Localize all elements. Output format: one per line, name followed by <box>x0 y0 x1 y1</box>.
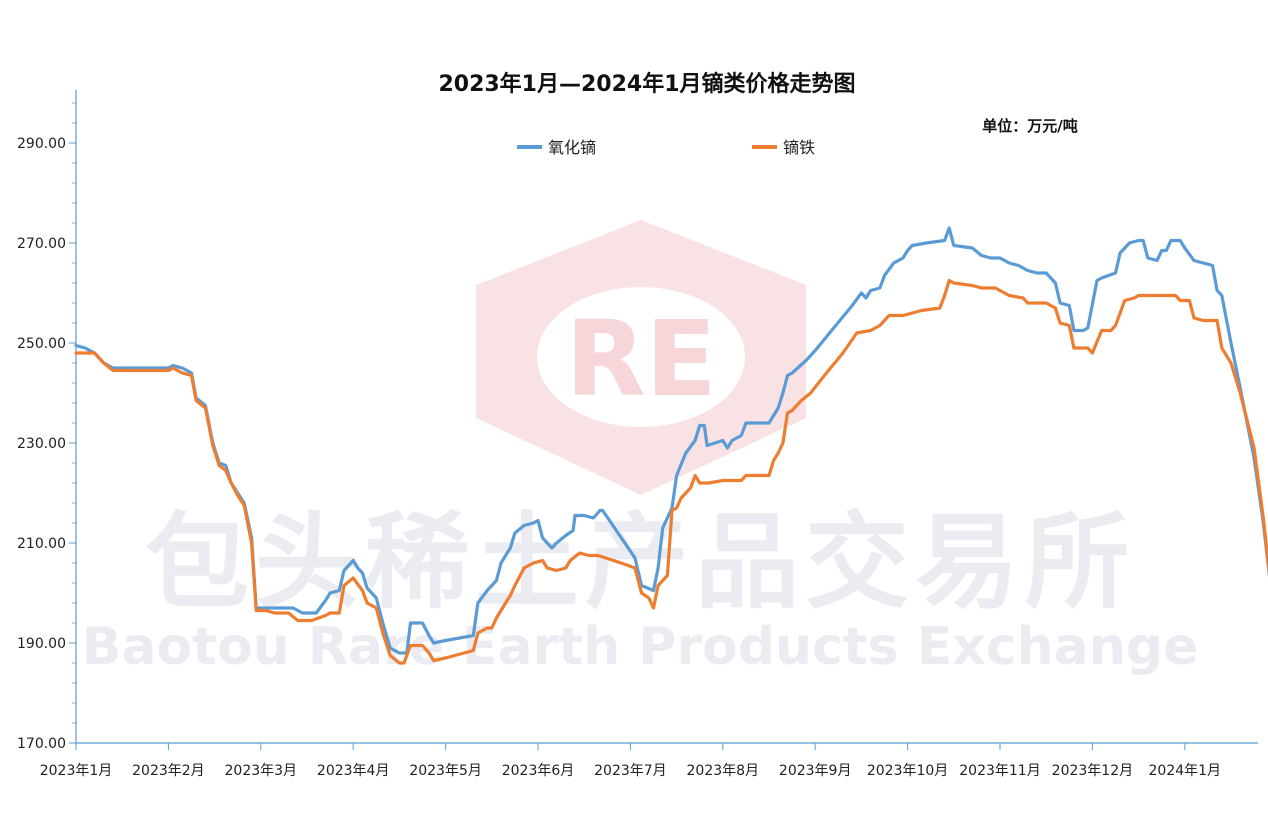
x-tick-label: 2023年12月 <box>1052 763 1133 779</box>
watermark-logo-ellipse <box>537 287 745 427</box>
legend-label-dyiron: 镝铁 <box>783 138 815 157</box>
series-lines <box>74 226 1268 665</box>
x-tick-label: 2023年8月 <box>687 763 760 779</box>
watermark-logo-text: RE <box>565 298 716 420</box>
series-line-dyoxide <box>74 226 1268 655</box>
y-tick-label: 290.00 <box>17 136 66 152</box>
x-tick-label: 2023年7月 <box>594 763 667 779</box>
x-tick-label: 2023年4月 <box>317 763 390 779</box>
x-axis-ticks: 2023年1月 2023年2月 2023年3月 2023年4月 2023年5月 2023年… <box>40 743 1221 779</box>
y-axis-ticks: 170.00 190.00 210.00 230.00 250.00 270.00 290.… <box>17 136 76 752</box>
y-tick-label: 170.00 <box>17 736 66 752</box>
y-tick-label: 210.00 <box>17 536 66 552</box>
x-tick-label: 2023年2月 <box>132 763 205 779</box>
x-tick-label: 2023年11月 <box>959 763 1040 779</box>
watermark-name-en: Baotou Rare Earth Products Exchange <box>82 617 1199 677</box>
watermark-name-cn: 包头稀土产品交易所 <box>145 501 1135 623</box>
y-tick-label: 250.00 <box>17 336 66 352</box>
watermark: RE 包头稀土产品交易所 Baotou Rare Earth Products … <box>82 220 1199 677</box>
x-tick-label: 2023年5月 <box>409 763 482 779</box>
x-tick-label: 2023年10月 <box>867 763 948 779</box>
unit-label: 单位：万元/吨 <box>982 117 1077 135</box>
x-tick-label: 2023年1月 <box>40 763 113 779</box>
chart-title: 2023年1月—2024年1月镝类价格走势图 <box>438 71 855 97</box>
x-tick-label: 2024年1月 <box>1149 763 1222 779</box>
x-tick-label: 2023年3月 <box>225 763 298 779</box>
legend-label-dyoxide: 氧化镝 <box>548 138 596 157</box>
series-line-dyiron <box>74 278 1268 665</box>
legend: 氧化镝 镝铁 <box>517 138 815 157</box>
y-tick-label: 190.00 <box>17 636 66 652</box>
x-tick-label: 2023年6月 <box>502 763 575 779</box>
x-tick-label: 2023年9月 <box>779 763 852 779</box>
y-tick-label: 270.00 <box>17 236 66 252</box>
y-tick-label: 230.00 <box>17 436 66 452</box>
